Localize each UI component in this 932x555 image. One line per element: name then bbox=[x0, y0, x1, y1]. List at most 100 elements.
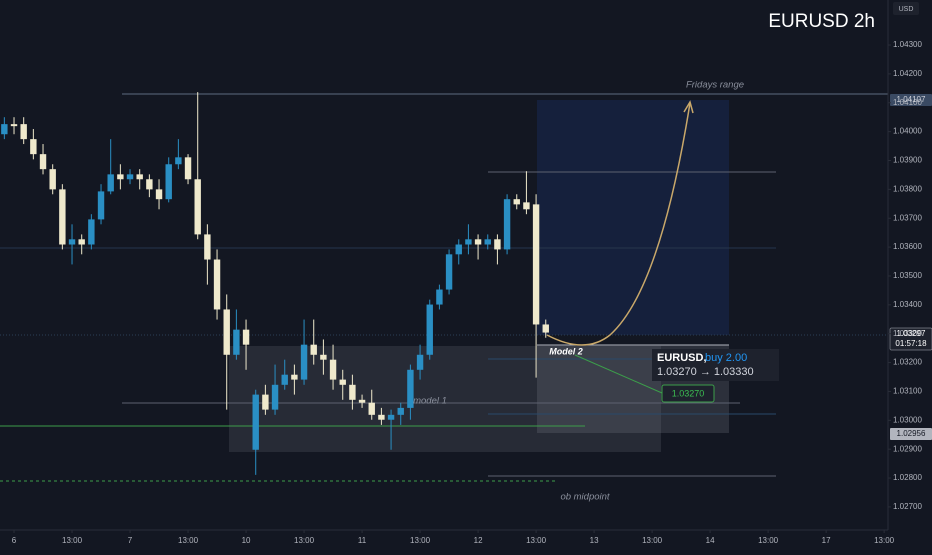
x-tick-label: 13:00 bbox=[294, 536, 315, 545]
candle-body bbox=[494, 239, 501, 250]
candle-body bbox=[175, 157, 182, 165]
y-tick-label: 1.03800 bbox=[893, 184, 922, 193]
candle-body bbox=[1, 124, 8, 135]
y-tick-label: 1.03900 bbox=[893, 156, 922, 165]
annotation: Model 2 bbox=[549, 346, 583, 356]
currency: USD bbox=[899, 6, 914, 13]
candle-body bbox=[107, 174, 114, 192]
candle-body bbox=[523, 202, 530, 210]
chart-title: EURUSD 2h bbox=[768, 11, 875, 32]
candle-body bbox=[155, 189, 163, 200]
candles bbox=[1, 92, 549, 475]
candle-body bbox=[455, 244, 462, 255]
candle-body bbox=[78, 239, 85, 245]
candle-body bbox=[20, 124, 27, 140]
candle-body bbox=[465, 239, 472, 245]
candle-body bbox=[49, 169, 56, 190]
candle-body bbox=[97, 191, 105, 220]
entry-label-box bbox=[661, 384, 715, 403]
x-tick-label: 13:00 bbox=[526, 536, 547, 545]
currency-box bbox=[893, 2, 919, 15]
projection-curve bbox=[546, 102, 691, 346]
candle-body bbox=[387, 414, 395, 420]
last-price-box bbox=[889, 327, 932, 351]
candle-body bbox=[416, 354, 424, 370]
candle-body bbox=[484, 239, 491, 245]
y-tick-label: 1.03400 bbox=[893, 300, 922, 309]
position-prices: 1.03270 → 1.03330 bbox=[657, 366, 754, 378]
target-zone bbox=[537, 100, 729, 335]
y-tick-label: 1.02800 bbox=[893, 473, 922, 482]
candle-body bbox=[532, 204, 540, 325]
candle-body bbox=[339, 379, 346, 385]
x-tick-label: 13:00 bbox=[62, 536, 83, 545]
candle-body bbox=[445, 254, 453, 290]
candle-body bbox=[146, 179, 153, 190]
candle-body bbox=[329, 359, 337, 380]
y-tick-label: 1.03300 bbox=[893, 329, 922, 338]
candle-body bbox=[436, 289, 443, 305]
candle-body bbox=[117, 174, 124, 180]
candle-body bbox=[126, 174, 134, 180]
candle-body bbox=[204, 234, 211, 260]
candle-body bbox=[358, 399, 366, 403]
candle-body bbox=[378, 414, 385, 420]
candle-body bbox=[39, 154, 47, 170]
x-tick-label: 6 bbox=[12, 536, 17, 545]
price-axis bbox=[888, 0, 932, 550]
y-tick-label: 1.03200 bbox=[893, 358, 922, 367]
y-tick-label: 1.03000 bbox=[893, 415, 922, 424]
candle-body bbox=[310, 344, 317, 355]
candle-body bbox=[223, 309, 230, 355]
candle-body bbox=[271, 384, 279, 410]
candle-body bbox=[233, 329, 240, 355]
x-tick-label: 13:00 bbox=[178, 536, 199, 545]
candle-body bbox=[349, 384, 356, 400]
annotation: model 1 bbox=[413, 396, 447, 407]
position-info-box bbox=[652, 349, 779, 381]
range-tag: 1.04107 bbox=[897, 95, 926, 104]
x-tick-label: 10 bbox=[242, 536, 251, 545]
position-side: buy 2.00 bbox=[705, 352, 747, 364]
candle-body bbox=[59, 189, 66, 245]
candle-body bbox=[320, 354, 327, 360]
x-tick-label: 14 bbox=[706, 536, 715, 545]
annotation: Fridays range bbox=[686, 80, 744, 91]
candle-body bbox=[184, 157, 192, 180]
candle-body bbox=[165, 164, 172, 200]
arrow-head bbox=[683, 100, 694, 114]
position-symbol: EURUSD, bbox=[657, 352, 707, 364]
candle-body bbox=[281, 374, 288, 385]
level-tag-box bbox=[890, 428, 932, 440]
entry-connector bbox=[574, 354, 663, 394]
y-tick-label: 1.03500 bbox=[893, 271, 922, 280]
x-tick-label: 13 bbox=[590, 536, 599, 545]
candle-body bbox=[194, 179, 201, 235]
x-tick-label: 13:00 bbox=[410, 536, 431, 545]
candle-body bbox=[503, 199, 511, 250]
candle-body bbox=[213, 259, 221, 310]
range-tag-box bbox=[890, 94, 932, 106]
candle-body bbox=[300, 344, 308, 380]
candle-body bbox=[252, 394, 259, 450]
candle-body bbox=[242, 329, 250, 345]
candle-body bbox=[68, 239, 76, 245]
x-tick-label: 13:00 bbox=[758, 536, 779, 545]
level-tag: 1.02956 bbox=[897, 429, 926, 438]
candle-body bbox=[397, 407, 404, 415]
candle-body bbox=[30, 139, 37, 155]
candle-body bbox=[10, 124, 18, 127]
countdown: 01:57:18 bbox=[895, 339, 927, 348]
x-tick-label: 13:00 bbox=[874, 536, 895, 545]
x-tick-label: 17 bbox=[822, 536, 831, 545]
candle-body bbox=[291, 374, 298, 380]
x-tick-label: 11 bbox=[358, 536, 367, 545]
entry-label: 1.03270 bbox=[672, 388, 705, 398]
candle-body bbox=[88, 219, 95, 245]
y-tick-label: 1.03600 bbox=[893, 242, 922, 251]
candle-body bbox=[368, 402, 375, 415]
candle-body bbox=[542, 324, 549, 333]
